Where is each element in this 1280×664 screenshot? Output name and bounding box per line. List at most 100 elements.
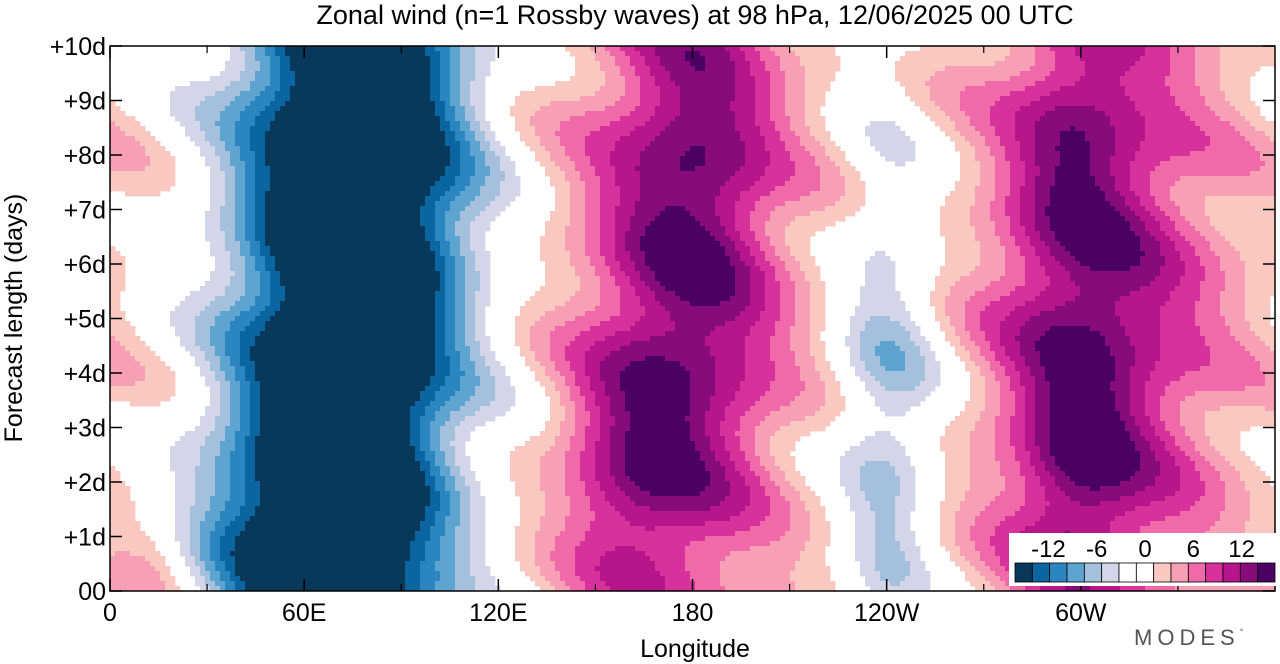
field-cell <box>630 116 636 122</box>
field-cell <box>975 141 981 147</box>
field-cell <box>820 91 826 97</box>
field-cell <box>1240 131 1246 137</box>
field-cell <box>1170 81 1176 87</box>
field-cell <box>505 161 511 167</box>
field-cell <box>140 161 146 167</box>
field-cell <box>760 171 766 177</box>
field-cell <box>845 171 851 177</box>
field-cell <box>485 131 491 137</box>
field-cell <box>605 136 611 142</box>
field-cell <box>355 101 361 107</box>
field-cell <box>315 91 321 97</box>
field-cell <box>1055 101 1061 107</box>
field-cell <box>410 101 416 107</box>
field-cell <box>780 106 786 112</box>
field-cell <box>370 131 376 137</box>
field-cell <box>375 151 381 157</box>
field-cell <box>130 141 136 147</box>
field-cell <box>295 126 301 132</box>
field-cell <box>1165 141 1171 147</box>
field-cell <box>1175 141 1181 147</box>
field-cell <box>1255 111 1261 117</box>
field-cell <box>945 116 951 122</box>
field-cell <box>170 106 176 112</box>
field-cell <box>345 171 351 177</box>
field-cell <box>1150 81 1156 87</box>
field-cell <box>930 81 936 87</box>
field-cell <box>1240 121 1246 127</box>
field-cell <box>930 66 936 72</box>
field-cell <box>1190 61 1196 67</box>
field-cell <box>375 171 381 177</box>
field-cell <box>1020 66 1026 72</box>
field-cell <box>635 126 641 132</box>
field-cell <box>670 141 676 147</box>
field-cell <box>1030 156 1036 162</box>
field-cell <box>1185 91 1191 97</box>
field-cell <box>355 126 361 132</box>
field-cell <box>1165 71 1171 77</box>
field-cell <box>795 131 801 137</box>
field-cell <box>595 56 601 62</box>
field-cell <box>230 161 236 167</box>
field-cell <box>650 66 656 72</box>
field-cell <box>675 56 681 62</box>
field-cell <box>530 141 536 147</box>
field-cell <box>285 161 291 167</box>
field-cell <box>390 131 396 137</box>
field-cell <box>1015 101 1021 107</box>
field-cell <box>620 91 626 97</box>
field-cell <box>350 116 356 122</box>
field-cell <box>1110 166 1116 172</box>
field-cell <box>960 61 966 67</box>
field-cell <box>1160 46 1166 52</box>
field-cell <box>210 166 216 172</box>
field-cell <box>670 126 676 132</box>
field-cell <box>1070 121 1076 127</box>
field-cell <box>1180 86 1186 92</box>
field-cell <box>205 136 211 142</box>
field-cell <box>680 91 686 97</box>
field-cell <box>465 96 471 102</box>
field-cell <box>600 141 606 147</box>
field-cell <box>825 81 831 87</box>
field-cell <box>630 166 636 172</box>
field-cell <box>1035 136 1041 142</box>
field-cell <box>1170 131 1176 137</box>
field-cell <box>1060 151 1066 157</box>
field-cell <box>780 86 786 92</box>
field-cell <box>205 86 211 92</box>
field-cell <box>360 166 366 172</box>
field-cell <box>405 91 411 97</box>
field-cell <box>655 116 661 122</box>
field-cell <box>245 71 251 77</box>
field-cell <box>630 86 636 92</box>
field-cell <box>725 86 731 92</box>
field-cell <box>170 101 176 107</box>
field-cell <box>1050 146 1056 152</box>
field-cell <box>450 146 456 152</box>
field-cell <box>475 106 481 112</box>
field-cell <box>1225 56 1231 62</box>
field-cell <box>180 116 186 122</box>
field-cell <box>1185 111 1191 117</box>
field-cell <box>465 141 471 147</box>
field-cell <box>325 161 331 167</box>
field-cell <box>960 111 966 117</box>
field-cell <box>640 151 646 157</box>
field-cell <box>1215 136 1221 142</box>
field-cell <box>690 66 696 72</box>
field-cell <box>805 131 811 137</box>
field-cell <box>985 86 991 92</box>
field-cell <box>570 161 576 167</box>
field-cell <box>315 171 321 177</box>
field-cell <box>390 81 396 87</box>
field-cell <box>565 151 571 157</box>
field-cell <box>490 141 496 147</box>
field-cell <box>265 131 271 137</box>
field-cell <box>265 96 271 102</box>
field-cell <box>995 171 1001 177</box>
field-cell <box>1195 116 1201 122</box>
field-cell <box>805 46 811 52</box>
field-cell <box>370 71 376 77</box>
